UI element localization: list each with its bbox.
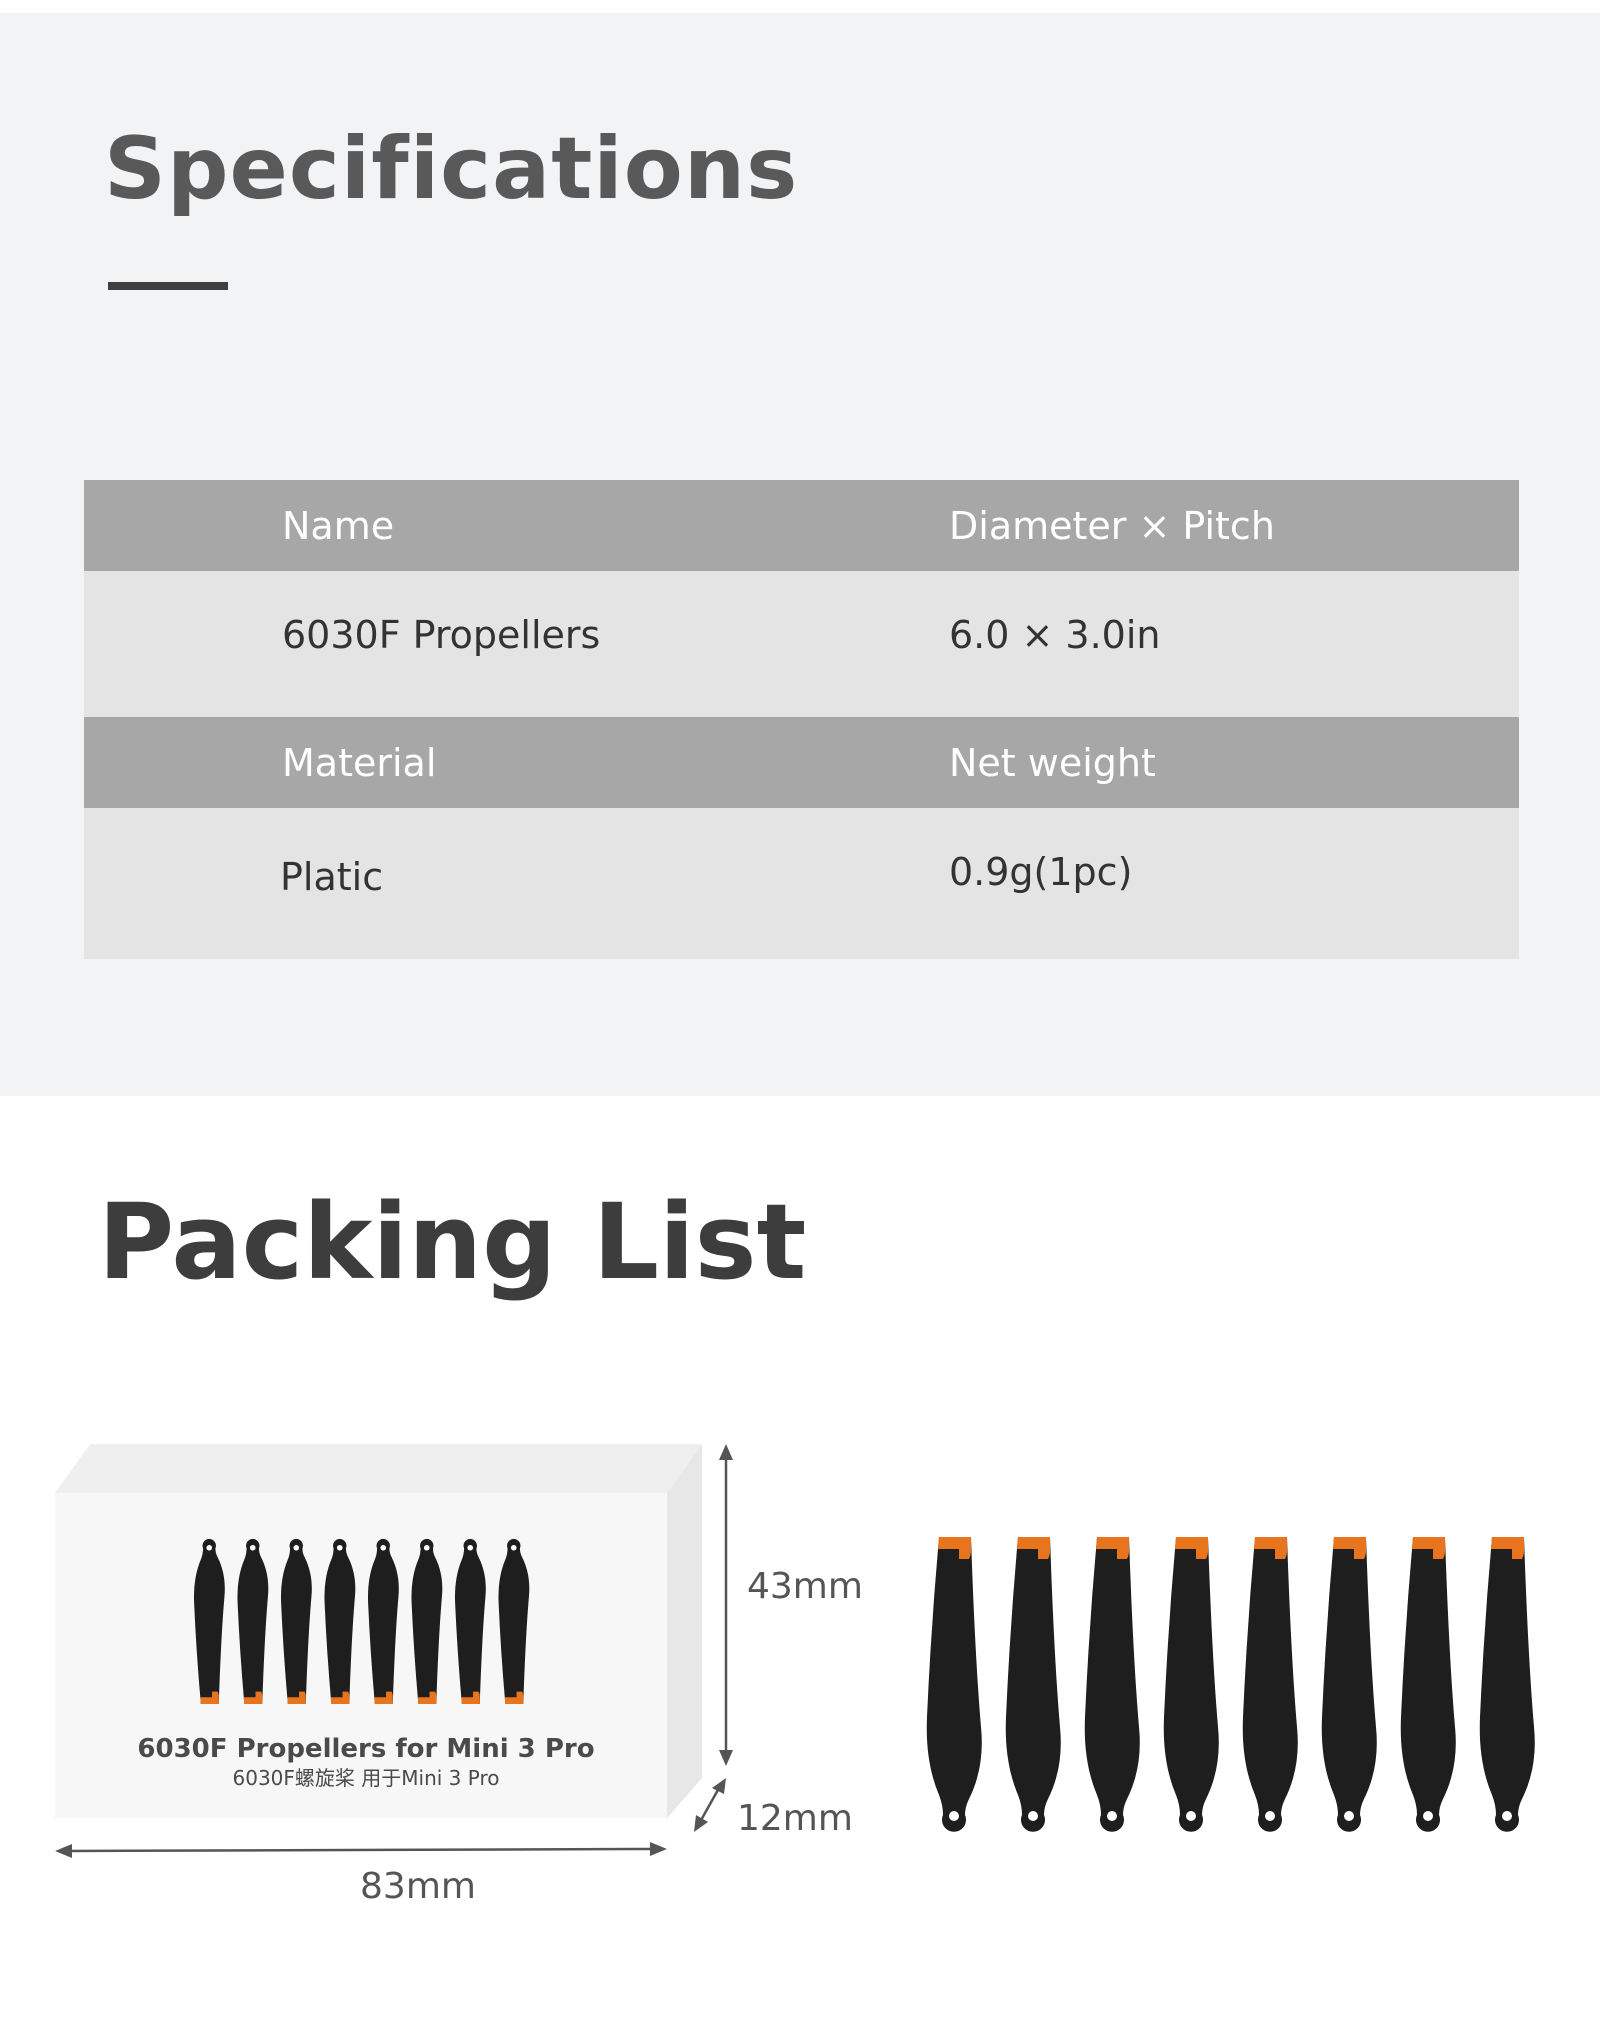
box-side-face (667, 1444, 702, 1818)
table-row: 6030F Propellers 6.0 × 3.0in (84, 571, 1519, 717)
propeller-blade (1163, 1537, 1219, 1832)
arrow-head-icon (694, 1815, 708, 1832)
table-header-row: Material Net weight (84, 717, 1519, 808)
box-label-en: 6030F Propellers for Mini 3 Pro (137, 1734, 594, 1764)
arrow-head-icon (712, 1778, 726, 1794)
table-header-row: Name Diameter × Pitch (84, 480, 1519, 571)
value-net-weight: 0.9g(1pc) (949, 850, 1133, 894)
header-diameter-pitch: Diameter × Pitch (949, 504, 1275, 548)
width-arrow (69, 1847, 653, 1853)
spec-table: Name Diameter × Pitch 6030F Propellers 6… (84, 480, 1519, 959)
header-net-weight: Net weight (949, 741, 1156, 785)
arrow-head-icon (719, 1750, 733, 1766)
specifications-title: Specifications (104, 119, 799, 219)
depth-label: 12mm (737, 1798, 853, 1839)
propeller-blade (1005, 1537, 1061, 1832)
propeller-blade (1479, 1537, 1535, 1832)
header-material: Material (282, 741, 437, 785)
arrow-head-icon (55, 1844, 72, 1858)
packing-list-title: Packing List (98, 1181, 807, 1303)
arrow-head-icon (719, 1444, 733, 1460)
propeller-blade (1084, 1537, 1140, 1832)
table-row: Platic 0.9g(1pc) (84, 808, 1519, 959)
height-label: 43mm (747, 1566, 863, 1607)
value-material: Platic (280, 855, 384, 899)
propeller-blade (1400, 1537, 1456, 1832)
header-name: Name (282, 504, 395, 548)
box-top-face (55, 1444, 702, 1493)
propeller-blade (926, 1537, 982, 1832)
propeller-blade (1321, 1537, 1377, 1832)
box-label-cn: 6030F螺旋桨 用于Mini 3 Pro (233, 1766, 500, 1790)
title-underline (108, 282, 228, 290)
propeller-blade (1242, 1537, 1298, 1832)
value-diameter-pitch: 6.0 × 3.0in (949, 613, 1161, 657)
depth-arrow (698, 1787, 721, 1823)
arrow-head-icon (650, 1842, 667, 1856)
width-label: 83mm (360, 1866, 476, 1907)
value-name: 6030F Propellers (282, 613, 601, 657)
box-front-face (55, 1493, 667, 1818)
